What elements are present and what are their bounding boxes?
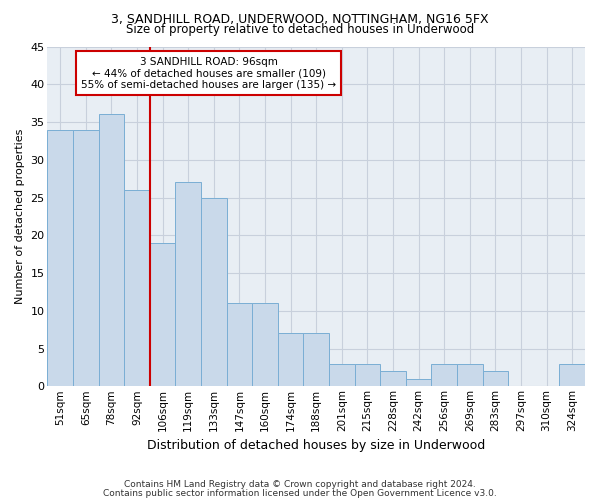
- Text: Contains HM Land Registry data © Crown copyright and database right 2024.: Contains HM Land Registry data © Crown c…: [124, 480, 476, 489]
- Bar: [482, 371, 508, 386]
- Bar: [124, 190, 150, 386]
- Text: 3, SANDHILL ROAD, UNDERWOOD, NOTTINGHAM, NG16 5FX: 3, SANDHILL ROAD, UNDERWOOD, NOTTINGHAM,…: [111, 12, 489, 26]
- Bar: [431, 364, 457, 386]
- Text: 3 SANDHILL ROAD: 96sqm
← 44% of detached houses are smaller (109)
55% of semi-de: 3 SANDHILL ROAD: 96sqm ← 44% of detached…: [81, 56, 336, 90]
- Bar: [304, 334, 329, 386]
- Y-axis label: Number of detached properties: Number of detached properties: [15, 128, 25, 304]
- Bar: [406, 378, 431, 386]
- Bar: [559, 364, 585, 386]
- Bar: [380, 371, 406, 386]
- Bar: [457, 364, 482, 386]
- Bar: [201, 198, 227, 386]
- X-axis label: Distribution of detached houses by size in Underwood: Distribution of detached houses by size …: [147, 440, 485, 452]
- Text: Size of property relative to detached houses in Underwood: Size of property relative to detached ho…: [126, 22, 474, 36]
- Text: Contains public sector information licensed under the Open Government Licence v3: Contains public sector information licen…: [103, 488, 497, 498]
- Bar: [252, 303, 278, 386]
- Bar: [73, 130, 98, 386]
- Bar: [278, 334, 304, 386]
- Bar: [150, 243, 175, 386]
- Bar: [227, 303, 252, 386]
- Bar: [329, 364, 355, 386]
- Bar: [355, 364, 380, 386]
- Bar: [175, 182, 201, 386]
- Bar: [98, 114, 124, 386]
- Bar: [47, 130, 73, 386]
